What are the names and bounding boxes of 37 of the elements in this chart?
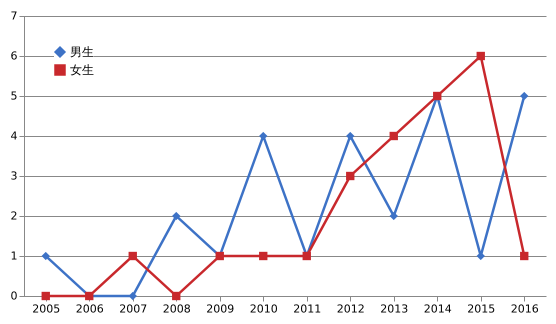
point xyxy=(259,252,268,260)
point xyxy=(172,292,180,300)
point xyxy=(476,52,485,60)
point xyxy=(42,252,50,260)
y-tick-label: 7 xyxy=(10,10,18,22)
x-tick-label: 2014 xyxy=(424,302,452,316)
legend-label: 男生 xyxy=(70,45,94,59)
y-tick-label: 6 xyxy=(10,50,18,62)
x-tick-label: 2016 xyxy=(510,302,539,316)
x-tick-label: 2006 xyxy=(76,302,104,316)
x-tick-label: 2011 xyxy=(293,302,322,316)
x-tick-label: 2015 xyxy=(467,302,496,316)
x-tick-label: 2005 xyxy=(32,302,60,316)
point xyxy=(259,132,268,140)
x-tick-label: 2010 xyxy=(250,302,278,316)
y-tick-label: 3 xyxy=(10,170,18,182)
point xyxy=(346,132,354,140)
legend-label: 女生 xyxy=(70,63,94,77)
point xyxy=(346,172,354,180)
point xyxy=(520,92,528,100)
y-tick-label: 5 xyxy=(10,90,18,102)
point xyxy=(172,212,180,220)
y-tick-label: 1 xyxy=(10,250,18,262)
x-tick-label: 2007 xyxy=(119,302,148,316)
y-tick-label: 2 xyxy=(10,210,18,222)
point xyxy=(520,252,528,260)
x-tick-label: 2013 xyxy=(380,302,408,316)
point xyxy=(128,252,137,260)
x-tick-label: 2009 xyxy=(206,302,234,316)
point xyxy=(128,292,137,300)
point xyxy=(390,132,398,140)
x-tick-label: 2012 xyxy=(336,302,365,316)
y-tick-label: 0 xyxy=(10,290,18,302)
x-tick-label: 2008 xyxy=(162,302,191,316)
point xyxy=(390,212,398,220)
point xyxy=(42,292,50,300)
y-tick-label: 4 xyxy=(10,130,18,142)
